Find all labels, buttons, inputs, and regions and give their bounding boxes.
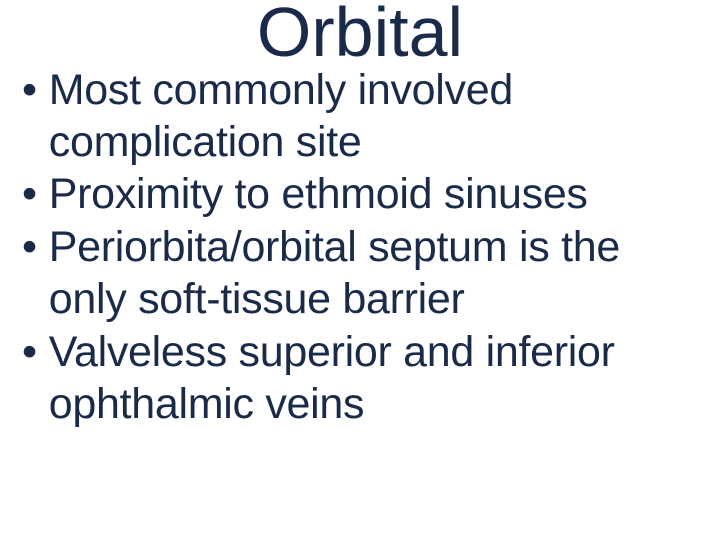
bullet-text: Valveless superior and inferior ophthalm… — [49, 326, 700, 431]
bullet-icon: • — [22, 326, 37, 378]
bullet-text: Most commonly involved complication site — [49, 64, 700, 169]
bullet-icon: • — [22, 221, 37, 273]
list-item: • Valveless superior and inferior ophtha… — [22, 326, 700, 431]
bullet-list: • Most commonly involved complication si… — [0, 64, 720, 431]
slide-title: Orbital — [0, 0, 720, 70]
list-item: • Most commonly involved complication si… — [22, 64, 700, 169]
slide: Orbital • Most commonly involved complic… — [0, 0, 720, 536]
list-item: • Proximity to ethmoid sinuses — [22, 168, 700, 220]
bullet-icon: • — [22, 64, 37, 116]
bullet-text: Periorbita/orbital septum is the only so… — [49, 221, 700, 326]
list-item: • Periorbita/orbital septum is the only … — [22, 221, 700, 326]
bullet-icon: • — [22, 168, 37, 220]
bullet-text: Proximity to ethmoid sinuses — [49, 168, 700, 220]
